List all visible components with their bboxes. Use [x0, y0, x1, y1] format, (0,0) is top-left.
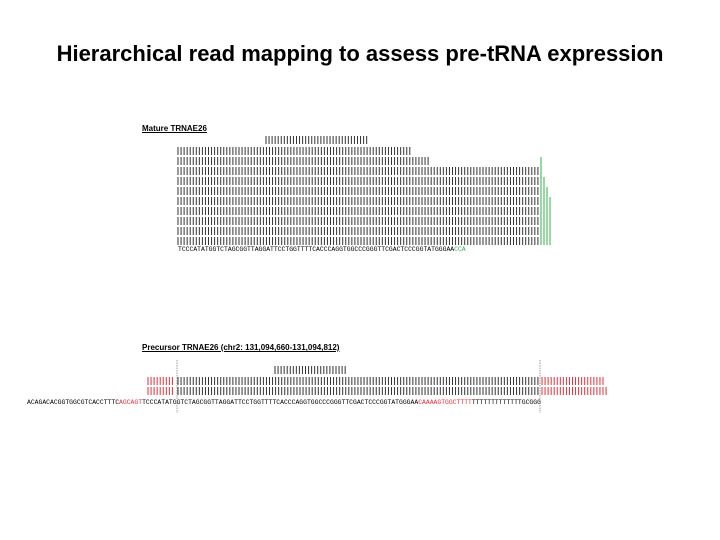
precursor-sequence: ACAGACACGGTGGCGTCACCTTTCAGCAGTTCCCATATGG… [27, 399, 541, 407]
mature-read-row [177, 237, 539, 245]
mature-read-row [177, 227, 539, 235]
precursor-body: TCCCATATGGTCTAGCGGTTAGGATTCCTGGTTTTCACCC… [142, 399, 419, 406]
precursor-upstream: ACAGACACGGTGGCGTCACCTTTC [27, 399, 120, 406]
precursor-read-row-1 [177, 377, 539, 385]
precursor-panel-label: Precursor TRNAE26 (chr2: 131,094,660-131… [142, 343, 340, 352]
precursor-trailer: CAAAAGTGGCTTTT [418, 399, 472, 406]
slide-title: Hierarchical read mapping to assess pre-… [56, 41, 664, 66]
mature-cca-tail: CCA [454, 246, 466, 253]
mature-panel-label: Mature TRNAE26 [142, 124, 207, 133]
mature-read-row [177, 187, 539, 195]
mature-read-row [177, 207, 539, 215]
precursor-leader-reads [147, 377, 173, 385]
mature-read-row [177, 177, 539, 185]
mature-read-row [177, 167, 539, 175]
precursor-trailer-reads [541, 377, 604, 385]
mature-read-row-3 [177, 157, 429, 165]
precursor-downstream: TTTTTTTTTTTTTGCGGG [471, 399, 541, 406]
mature-sequence-body: TCCCATATGGTCTAGCGGTTAGGATTCCTGGTTTTCACCC… [178, 246, 455, 253]
mature-read-row [177, 197, 539, 205]
precursor-leader-reads-2 [147, 387, 173, 395]
mature-read-row-top [265, 136, 368, 144]
mature-read-row [177, 217, 539, 225]
mature-sequence: TCCCATATGGTCTAGCGGTTAGGATTCCTGGTTTTCACCC… [178, 246, 466, 254]
precursor-read-row-top [274, 366, 346, 374]
precursor-trailer-reads-2 [541, 387, 607, 395]
mature-read-row-2 [177, 147, 411, 155]
precursor-leader: AGCAGT [119, 399, 143, 406]
precursor-read-row-2 [177, 387, 539, 395]
